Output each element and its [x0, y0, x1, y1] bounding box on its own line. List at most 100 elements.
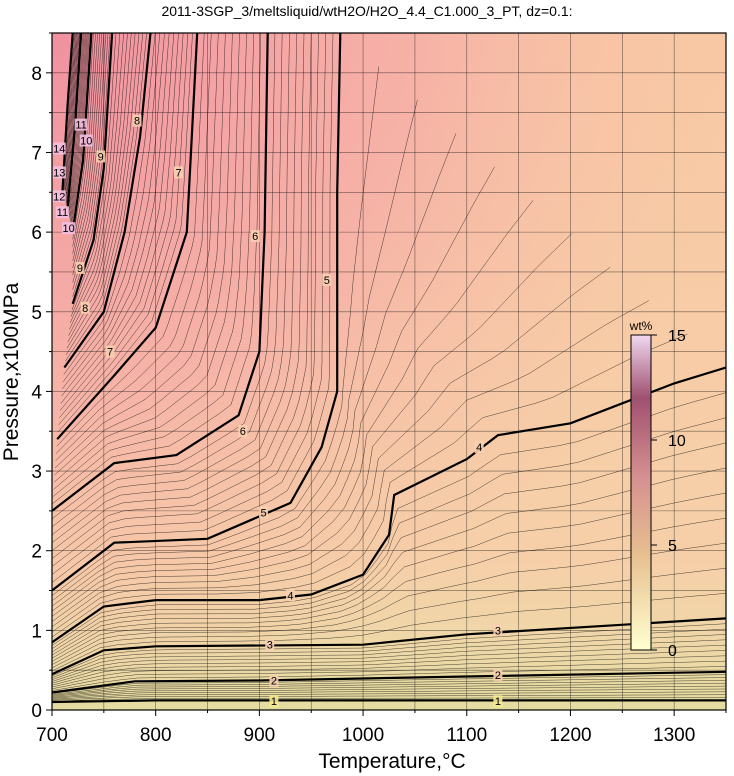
- contour-label: 11: [75, 120, 86, 132]
- fine-contour-line: [63, 33, 156, 375]
- contour-label: 2: [495, 670, 501, 682]
- y-tick-label: 0: [31, 701, 42, 722]
- fine-contour-line: [55, 33, 219, 461]
- fine-contour-line: [52, 333, 688, 638]
- chart-title: 2011-3SGP_3/meltsliquid/wtH2O/H2O_4.4_C1…: [161, 3, 572, 19]
- fine-contour-line: [52, 666, 726, 691]
- fine-contour-line: [52, 66, 380, 596]
- fine-contour-line: [52, 694, 726, 701]
- y-axis-label: Pressure,x100MPa: [0, 282, 23, 461]
- fine-contour-line: [52, 567, 726, 669]
- y-axis-ticks: 0 1 2 3 4 5 6 7 8: [31, 32, 52, 722]
- contour-label-bg: [269, 674, 279, 687]
- contour-label-bg: [79, 134, 93, 147]
- fine-contour-line: [59, 33, 184, 418]
- colorbar-title: wt%: [629, 319, 653, 333]
- fine-contour-line: [66, 33, 140, 349]
- fine-contour-line: [52, 417, 726, 649]
- contour-label-bg: [55, 206, 69, 219]
- fine-contour-line: [52, 650, 726, 686]
- fine-contour-line: [52, 33, 305, 551]
- contour-label: 11: [57, 207, 68, 219]
- fine-contour-line: [53, 33, 247, 490]
- fine-contour-line: [52, 233, 572, 622]
- x-axis-label: Temperature,°C: [318, 750, 465, 773]
- contour-label-bg: [238, 425, 248, 438]
- fine-contour-line: [72, 33, 111, 297]
- colorbar-tick-label: 0: [668, 643, 677, 660]
- contour-label-bg: [174, 166, 184, 179]
- contour-label: 1: [271, 696, 277, 708]
- fine-contour-line: [52, 99, 418, 602]
- contour-label-bg: [493, 624, 503, 637]
- contour-line-4: [52, 366, 726, 644]
- fine-contour-line: [52, 33, 290, 535]
- fine-contour-line: [65, 33, 78, 202]
- x-tick-label: 800: [140, 725, 172, 746]
- fine-contour-line: [62, 33, 161, 383]
- fine-contour-line: [52, 300, 650, 633]
- contour-label: 9: [98, 151, 104, 163]
- contour-label: 5: [260, 507, 266, 519]
- contour-label-bg: [52, 190, 66, 203]
- y-tick-label: 4: [31, 382, 42, 403]
- fine-contour-line: [52, 680, 726, 696]
- contour-label-bg: [269, 695, 279, 708]
- fine-contour-line: [52, 685, 726, 698]
- fine-contour-line: [52, 33, 319, 567]
- fine-contour-line: [72, 33, 105, 276]
- contour-label-bg: [80, 301, 90, 314]
- contour-label-bg: [474, 441, 484, 454]
- fine-contour-line: [58, 33, 189, 426]
- labeled-contours: [52, 33, 726, 704]
- fine-contour-line: [52, 644, 726, 684]
- fine-contour-line: [52, 492, 726, 659]
- fine-contour-line: [52, 674, 726, 694]
- fine-contour-line: [54, 33, 233, 476]
- fine-contour-line: [71, 33, 117, 311]
- contour-line-2: [52, 670, 726, 694]
- fine-contour-line: [52, 33, 254, 497]
- contour-label: 8: [134, 116, 140, 128]
- fine-contour-line: [52, 697, 726, 702]
- fine-contour-line: [52, 682, 726, 697]
- fine-contour-line: [65, 33, 144, 355]
- contour-line-5: [52, 33, 342, 592]
- fine-contour-line: [52, 517, 726, 662]
- contour-line-12: [61, 33, 74, 193]
- contour-label-bg: [74, 118, 88, 131]
- fine-contour-line: [52, 677, 726, 695]
- x-axis-ticks: 700 800 900 1000 1100 1200 1300: [36, 710, 727, 746]
- contour-label: 9: [77, 263, 83, 275]
- fine-contour-line: [52, 660, 726, 690]
- colorbar: wt% 0 5 10 15: [629, 319, 686, 660]
- fine-contour-line: [69, 33, 124, 324]
- fine-contour-line: [68, 33, 132, 336]
- contour-label-bg: [250, 230, 260, 243]
- contour-label: 5: [324, 275, 330, 287]
- fine-contour-line: [63, 33, 76, 198]
- x-tick-label: 700: [36, 725, 68, 746]
- contour-label: 13: [53, 167, 65, 179]
- fine-contour-line: [52, 688, 726, 699]
- contour-line-3: [52, 617, 726, 676]
- colorbar-tick-label: 15: [668, 328, 686, 345]
- fine-contour-line: [52, 166, 495, 612]
- contour-label: 10: [62, 223, 74, 235]
- contour-label: 14: [53, 143, 65, 155]
- fine-contour-line: [52, 33, 312, 559]
- fine-contour-line: [52, 655, 726, 688]
- contour-line-7: [56, 33, 199, 440]
- contour-label: 8: [82, 303, 88, 315]
- x-tick-label: 1100: [446, 725, 487, 746]
- contour-label: 4: [476, 442, 482, 454]
- fine-contour-line: [65, 33, 79, 204]
- colorbar-tick-label: 10: [668, 433, 686, 450]
- x-tick-label: 1000: [342, 725, 384, 746]
- fine-contour-line: [52, 133, 457, 607]
- contour-line-10: [71, 33, 93, 233]
- contour-label: 10: [80, 136, 92, 148]
- fine-contour-line: [54, 33, 226, 469]
